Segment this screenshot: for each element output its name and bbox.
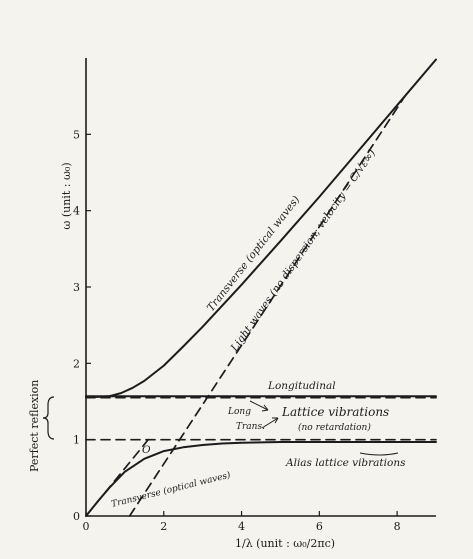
y-ticks: 0 1 2 3 4 5 <box>73 128 91 523</box>
longitudinal-label: Longitudinal <box>267 380 336 392</box>
series-line-0 <box>85 58 437 398</box>
transverse-lower-label: Transverse (optical waves) <box>110 469 232 509</box>
x-axis-label: 1/λ (unit : ω₀/2πc) <box>235 537 335 550</box>
perfect-reflexion-label: Perfect reflexion <box>28 380 41 472</box>
y-tick-label-2: 2 <box>73 357 80 370</box>
no-retardation-label: (no retardation) <box>298 422 371 433</box>
series-line-4 <box>85 438 150 517</box>
trans-label: Trans. <box>236 422 265 432</box>
lattice-vibrations-label: Lattice vibrations <box>281 405 389 419</box>
series-line-1 <box>85 441 437 517</box>
long-label: Long <box>227 407 251 417</box>
transverse-upper-label: Transverse (optical waves) <box>205 194 302 314</box>
y-axis-label: ω (unit : ω₀) <box>60 162 73 229</box>
y-tick-label-5: 5 <box>73 128 80 141</box>
point-o-label: O <box>142 444 151 456</box>
x-tick-label-1: 2 <box>160 520 167 533</box>
axes <box>85 58 436 517</box>
series-layer <box>85 58 437 517</box>
x-tick-label-2: 4 <box>238 520 245 533</box>
series-line-3 <box>128 95 406 517</box>
y-tick-label-4: 4 <box>73 205 80 218</box>
y-tick-label-0: 0 <box>73 510 80 523</box>
alias-lattice-label: Alias lattice vibrations <box>285 457 406 469</box>
x-tick-label-3: 6 <box>316 520 323 533</box>
y-tick-label-1: 1 <box>73 434 80 447</box>
y-tick-label-3: 3 <box>73 281 80 294</box>
x-tick-label-0: 0 <box>83 520 90 533</box>
annotation-arrows <box>249 400 399 456</box>
x-tick-label-4: 8 <box>394 520 401 533</box>
perfect-reflexion-brace <box>42 396 55 440</box>
